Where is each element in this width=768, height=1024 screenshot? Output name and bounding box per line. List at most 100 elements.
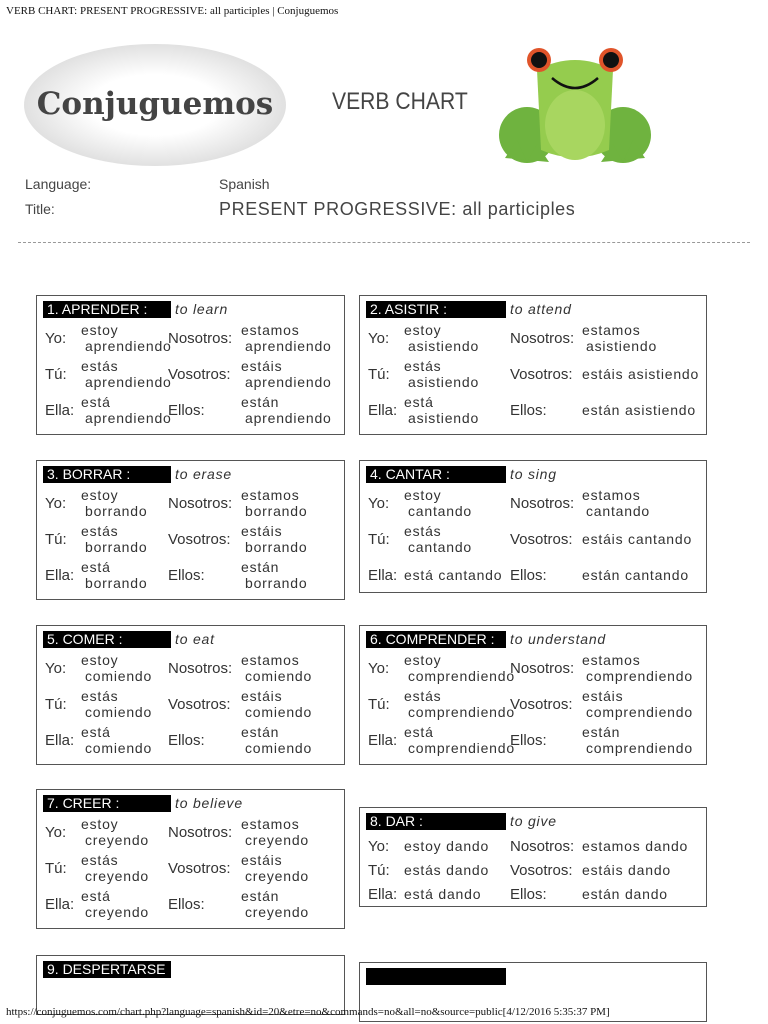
page-url: https://conjuguemos.com/chart.php?langua… bbox=[6, 1006, 610, 1018]
conjugated-form: estáis cantando bbox=[582, 531, 693, 547]
conjugated-form: estamos asistiendo bbox=[582, 322, 658, 354]
conjugated-form: está creyendo bbox=[81, 888, 149, 920]
verb-meaning: to understand bbox=[510, 631, 607, 647]
conjugated-form: estamos aprendiendo bbox=[241, 322, 332, 354]
conjugated-form: estás aprendiendo bbox=[81, 358, 172, 390]
conjugated-form: estás asistiendo bbox=[404, 358, 480, 390]
pronoun-label: Nosotros: bbox=[510, 494, 575, 512]
conjugated-form: estáis dando bbox=[582, 862, 671, 878]
conjugated-form: estoy comiendo bbox=[81, 652, 153, 684]
pronoun-label: Vosotros: bbox=[168, 365, 231, 383]
pronoun-label: Ellos: bbox=[510, 731, 547, 749]
pronoun-label: Tú: bbox=[45, 365, 67, 383]
pronoun-label: Vosotros: bbox=[168, 859, 231, 877]
conjugated-form: estoy cantando bbox=[404, 487, 473, 519]
conjugated-form: estoy aprendiendo bbox=[81, 322, 172, 354]
frog-mascot-icon bbox=[499, 48, 651, 163]
verb-meaning: to learn bbox=[175, 301, 229, 317]
pronoun-label: Ella: bbox=[45, 566, 75, 584]
conjugated-form: estáis comprendiendo bbox=[582, 688, 693, 720]
verb-card: 5. COMER : to eat Yo: estoy comiendo Nosotro… bbox=[36, 625, 345, 765]
pronoun-label: Ella: bbox=[45, 895, 75, 913]
conjugated-form: están dando bbox=[582, 886, 668, 902]
pronoun-label: Ellos: bbox=[168, 731, 205, 749]
verb-meaning: to erase bbox=[175, 466, 232, 482]
conjugated-form: está borrando bbox=[81, 559, 148, 591]
pronoun-label: Yo: bbox=[368, 837, 390, 855]
pronoun-label: Nosotros: bbox=[168, 823, 233, 841]
pronoun-label: Yo: bbox=[45, 659, 67, 677]
verb-card: 6. COMPRENDER : to understand Yo: estoy com… bbox=[359, 625, 707, 765]
conjugation-row: Tú: estás asistiendo Vosotros: estáis asist… bbox=[360, 356, 706, 392]
pronoun-label: Ellos: bbox=[510, 885, 547, 903]
page-title: VERB CHART: PRESENT PROGRESSIVE: all par… bbox=[6, 5, 339, 17]
conjugated-form: estáis creyendo bbox=[241, 852, 309, 884]
conjugation-row: Ella: está cantando Ellos: están cantando bbox=[360, 557, 706, 592]
verb-card bbox=[359, 962, 707, 1022]
verb-label: 2. ASISTIR : bbox=[366, 301, 506, 318]
pronoun-label: Nosotros: bbox=[510, 659, 575, 677]
conjugated-form: está cantando bbox=[404, 567, 503, 583]
pronoun-label: Ella: bbox=[368, 885, 398, 903]
conjugated-form: estáis comiendo bbox=[241, 688, 313, 720]
conjugated-form: está comiendo bbox=[81, 724, 153, 756]
conjugated-form: están borrando bbox=[241, 559, 308, 591]
conjugated-form: estás creyendo bbox=[81, 852, 149, 884]
conjugated-form: está aprendiendo bbox=[81, 394, 172, 426]
pronoun-label: Yo: bbox=[45, 823, 67, 841]
pronoun-label: Yo: bbox=[368, 494, 390, 512]
conjugation-row: Tú: estás borrando Vosotros: estáis borrand… bbox=[37, 521, 344, 557]
pronoun-label: Ella: bbox=[368, 566, 398, 584]
conjugated-form: está asistiendo bbox=[404, 394, 480, 426]
conjugated-form: estás cantando bbox=[404, 523, 473, 555]
language-value: Spanish bbox=[219, 176, 270, 192]
conjugated-form: están creyendo bbox=[241, 888, 309, 920]
conjugation-row: Tú: estás comiendo Vosotros: estáis comiend… bbox=[37, 686, 344, 722]
pronoun-label: Yo: bbox=[45, 329, 67, 347]
conjugated-form: están aprendiendo bbox=[241, 394, 332, 426]
conjugated-form: estamos borrando bbox=[241, 487, 308, 519]
title-value: PRESENT PROGRESSIVE: all participles bbox=[219, 199, 576, 219]
conjugated-form: está dando bbox=[404, 886, 482, 902]
pronoun-label: Ellos: bbox=[510, 401, 547, 419]
conjugated-form: estáis borrando bbox=[241, 523, 308, 555]
verb-meaning: to sing bbox=[510, 466, 557, 482]
pronoun-label: Vosotros: bbox=[510, 695, 573, 713]
pronoun-label: Ella: bbox=[368, 401, 398, 419]
verb-label: 8. DAR : bbox=[366, 813, 506, 830]
pronoun-label: Ella: bbox=[45, 401, 75, 419]
conjugation-row: Yo: estoy borrando Nosotros: estamos borran… bbox=[37, 485, 344, 521]
pronoun-label: Tú: bbox=[368, 861, 390, 879]
conjugated-form: están cantando bbox=[582, 567, 689, 583]
pronoun-label: Ella: bbox=[368, 731, 398, 749]
conjugated-form: estás comiendo bbox=[81, 688, 153, 720]
verb-meaning: to eat bbox=[175, 631, 215, 647]
pronoun-label: Nosotros: bbox=[168, 659, 233, 677]
conjugated-form: estáis aprendiendo bbox=[241, 358, 332, 390]
heading: VERB CHART bbox=[332, 88, 468, 115]
verb-label: 6. COMPRENDER : bbox=[366, 631, 506, 648]
verb-label bbox=[366, 968, 506, 985]
pronoun-label: Nosotros: bbox=[168, 329, 233, 347]
pronoun-label: Nosotros: bbox=[168, 494, 233, 512]
verb-card: 9. DESPERTARSE bbox=[36, 955, 345, 1015]
conjugation-row: Ella: está comiendo Ellos: están comiendo bbox=[37, 722, 344, 758]
conjugation-row: Tú: estás comprendiendo Vosotros: estáis co… bbox=[360, 686, 706, 722]
pronoun-label: Tú: bbox=[368, 530, 390, 548]
logo-text: Conjuguemos bbox=[36, 86, 274, 122]
conjugated-form: están comiendo bbox=[241, 724, 313, 756]
conjugation-row: Yo: estoy cantando Nosotros: estamos cantan… bbox=[360, 485, 706, 521]
verb-meaning: to give bbox=[510, 813, 557, 829]
conjugation-row: Yo: estoy aprendiendo Nosotros: estamos apr… bbox=[37, 320, 344, 356]
conjugated-form: estoy creyendo bbox=[81, 816, 149, 848]
pronoun-label: Yo: bbox=[368, 329, 390, 347]
conjugation-row: Ella: está creyendo Ellos: están creyendo bbox=[37, 886, 344, 922]
conjugated-form: están asistiendo bbox=[582, 402, 696, 418]
verb-card: 1. APRENDER : to learn Yo: estoy aprendiend… bbox=[36, 295, 345, 435]
pronoun-label: Tú: bbox=[368, 695, 390, 713]
title-label: Title: bbox=[25, 201, 55, 217]
pronoun-label: Tú: bbox=[45, 695, 67, 713]
conjugated-form: estoy borrando bbox=[81, 487, 148, 519]
conjugated-form: estás borrando bbox=[81, 523, 148, 555]
conjugated-form: estoy dando bbox=[404, 838, 490, 854]
